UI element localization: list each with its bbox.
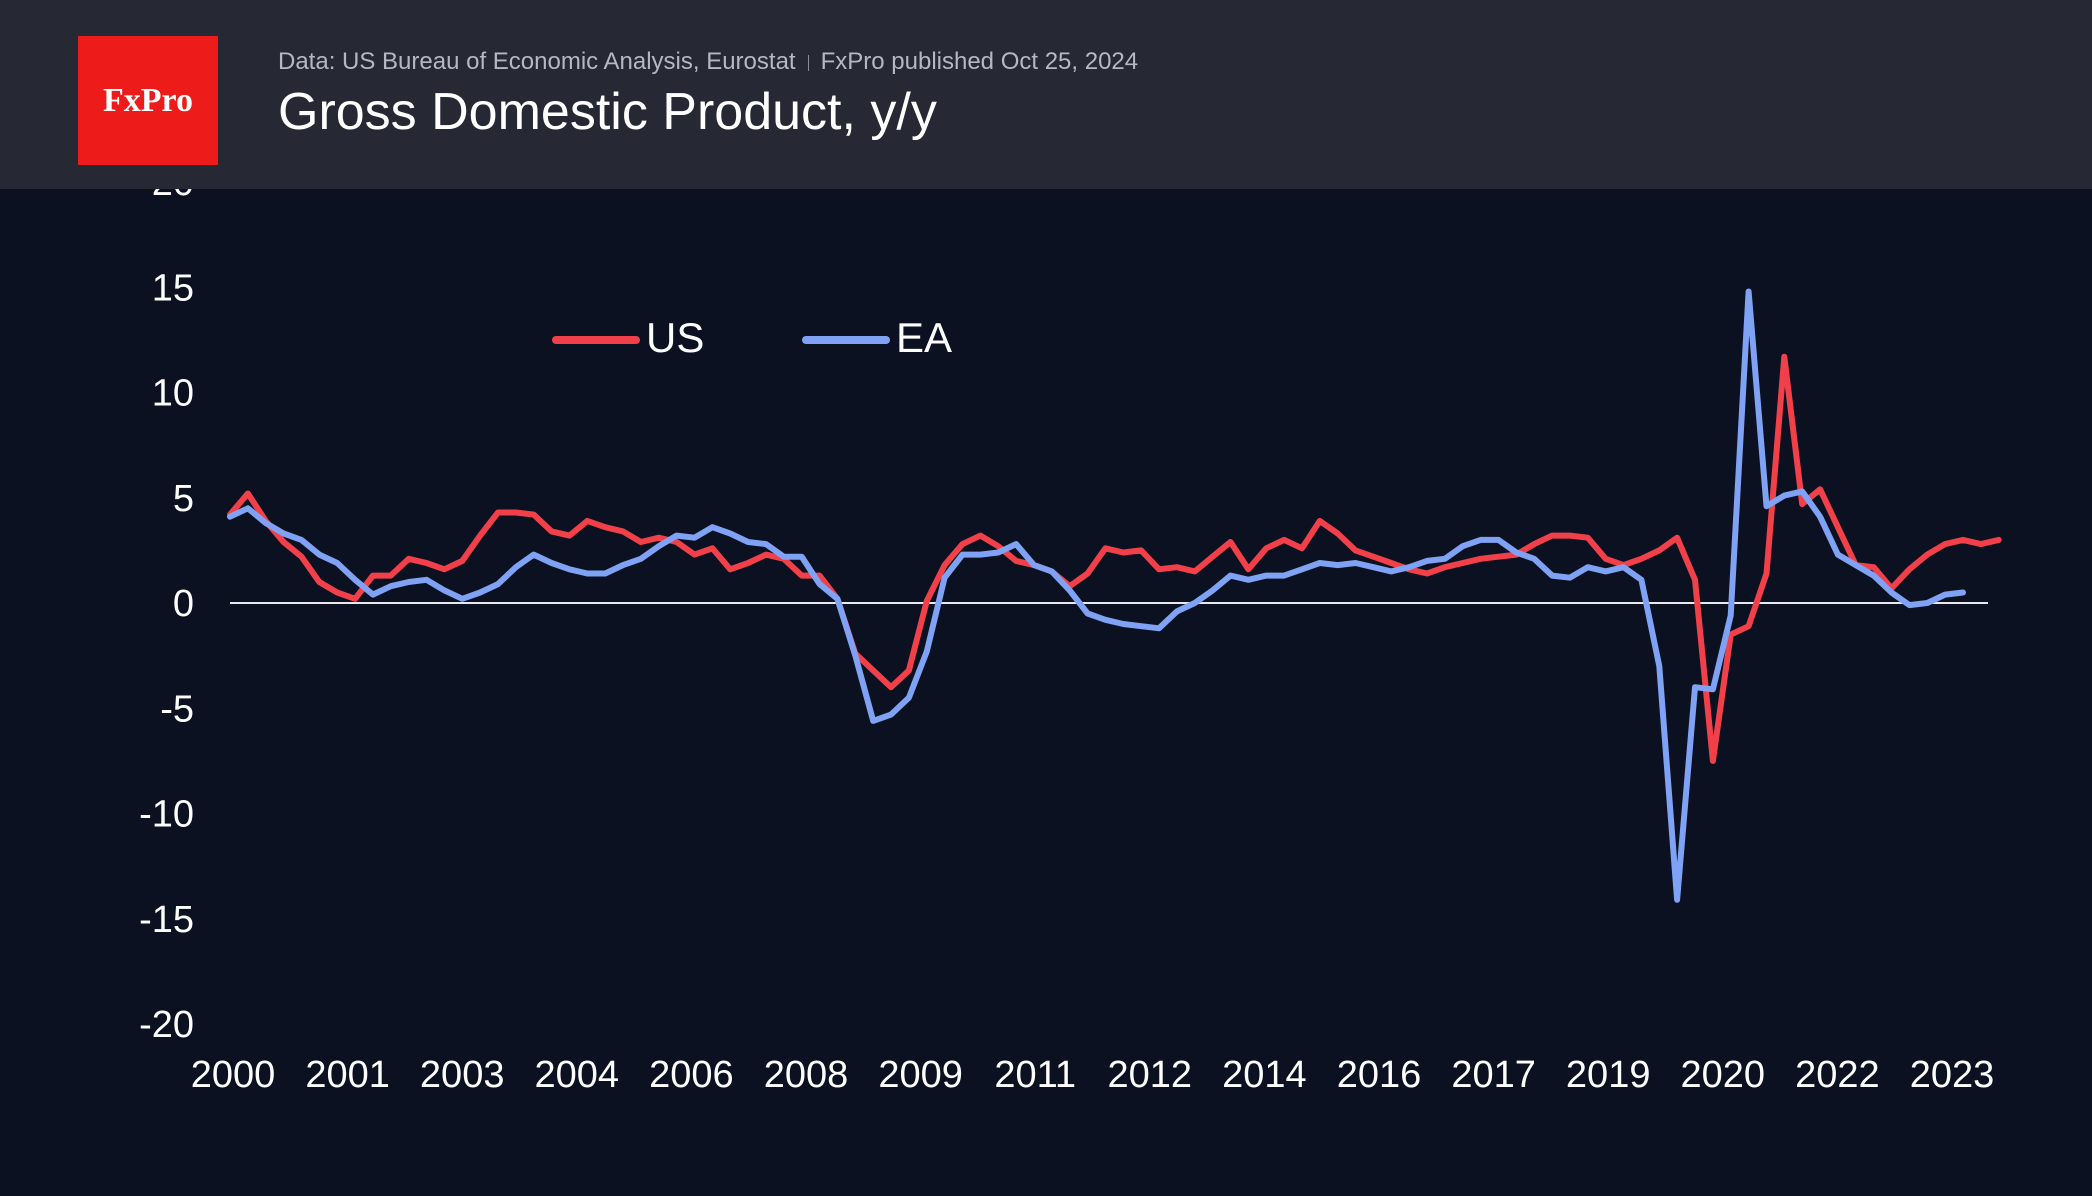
published-date: FxPro published Oct 25, 2024 <box>820 48 1139 75</box>
legend: US EA <box>552 314 952 361</box>
separator <box>807 54 809 71</box>
chart-title: Gross Domestic Product, y/y <box>278 83 937 141</box>
x-tick-label: 2017 <box>1451 1054 1536 1096</box>
x-tick-label: 2011 <box>994 1054 1076 1096</box>
legend-us-label: US <box>646 314 704 361</box>
data-source: Data: US Bureau of Economic Analysis, Eu… <box>278 48 796 75</box>
x-tick-label: 2014 <box>1222 1054 1307 1096</box>
x-tick-label: 2012 <box>1108 1054 1193 1096</box>
x-tick-label: 2006 <box>649 1054 734 1096</box>
series-line-us <box>227 353 2002 764</box>
logo-text: FxPro <box>102 81 193 119</box>
x-tick-label: 2000 <box>191 1054 276 1096</box>
y-tick-label: 5 <box>173 478 194 520</box>
x-tick-label: 2022 <box>1795 1054 1880 1096</box>
x-tick-label: 2020 <box>1681 1054 1766 1096</box>
x-tick-label: 2008 <box>764 1054 849 1096</box>
series-layer <box>227 288 2002 903</box>
x-tick-label: 2016 <box>1337 1054 1422 1096</box>
x-tick-label: 2001 <box>305 1054 390 1096</box>
header-bar: FxPro Data: US Bureau of Economic Analys… <box>0 0 2092 189</box>
y-tick-label: -15 <box>139 899 194 941</box>
x-tick-label: 2004 <box>535 1054 620 1096</box>
y-tick-label: -5 <box>160 688 194 730</box>
source-line: Data: US Bureau of Economic Analysis, Eu… <box>278 48 1138 76</box>
x-axis: 2000 2001 2003 2004 2006 2008 2009 2011 2012 2014… <box>191 1054 1995 1096</box>
y-tick-label: 0 <box>173 583 194 625</box>
series-line-ea <box>227 288 1966 903</box>
y-tick-label: -20 <box>139 1004 194 1046</box>
y-tick-label: -10 <box>139 794 194 836</box>
x-tick-label: 2009 <box>878 1054 963 1096</box>
y-tick-label: 10 <box>152 373 194 415</box>
legend-ea-label: EA <box>896 314 952 361</box>
x-tick-label: 2019 <box>1566 1054 1651 1096</box>
x-tick-label: 2023 <box>1910 1054 1995 1096</box>
fxpro-logo: FxPro <box>78 36 218 165</box>
y-tick-label: 15 <box>152 267 194 309</box>
x-tick-label: 2003 <box>420 1054 505 1096</box>
